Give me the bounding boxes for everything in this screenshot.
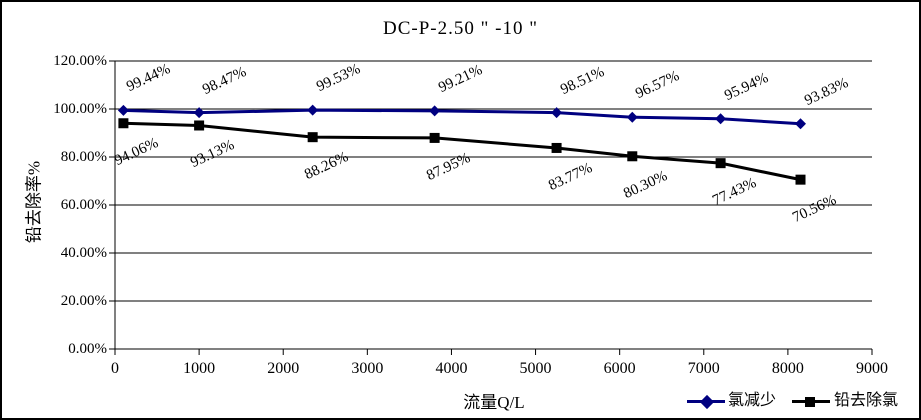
y-tick-label: 40.00% — [60, 245, 107, 261]
y-tick-label: 0.00% — [68, 341, 107, 357]
square-marker — [795, 174, 806, 185]
x-tick-label: 7000 — [687, 360, 720, 377]
y-tick-label: 60.00% — [60, 197, 107, 213]
x-tick-label: 5000 — [519, 360, 552, 377]
x-axis-title: 流量Q/L — [463, 393, 525, 412]
diamond-marker — [307, 104, 319, 116]
legend-label: 铅去除氯 — [834, 392, 899, 409]
x-tick-label: 1000 — [183, 360, 216, 377]
x-tick-label: 8000 — [771, 360, 804, 377]
square-marker — [307, 132, 318, 143]
x-tick-label: 2000 — [267, 360, 300, 377]
legend-label: 氯减少 — [728, 392, 777, 409]
diamond-marker — [193, 107, 205, 119]
square-marker — [627, 151, 638, 162]
diamond-marker — [551, 107, 563, 119]
x-tick-label: 3000 — [351, 360, 384, 377]
square-marker — [715, 158, 726, 169]
square-marker — [194, 120, 205, 131]
diamond-marker — [626, 111, 638, 123]
x-tick-label: 9000 — [856, 360, 888, 377]
x-tick-label: 0 — [111, 360, 119, 377]
square-marker — [118, 118, 129, 129]
y-tick-label: 100.00% — [53, 101, 107, 117]
diamond-marker — [429, 105, 441, 117]
diamond-marker — [117, 104, 129, 116]
square-marker — [551, 142, 562, 153]
x-tick-label: 6000 — [603, 360, 636, 377]
chart-title: DC-P-2.50 " -10 " — [383, 18, 538, 39]
diamond-marker — [795, 118, 807, 130]
square-marker — [429, 132, 440, 143]
series-line-0 — [123, 108, 801, 126]
legend-square-icon — [805, 396, 815, 407]
y-tick-label: 20.00% — [60, 293, 107, 309]
diamond-marker — [715, 113, 727, 125]
series-line-1 — [123, 121, 801, 182]
x-tick-label: 4000 — [435, 360, 468, 377]
y-tick-label: 80.00% — [60, 149, 107, 165]
y-tick-label: 120.00% — [53, 53, 107, 69]
